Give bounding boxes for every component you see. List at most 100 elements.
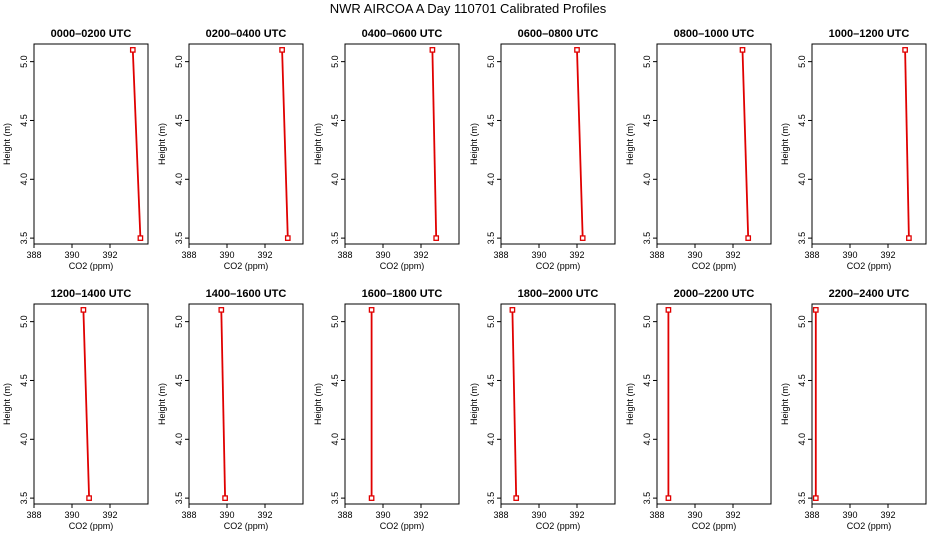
plot-frame: [656, 43, 772, 245]
x-tick-label: 388: [26, 250, 41, 260]
x-tick-label: 392: [725, 510, 740, 520]
x-tick-label: 388: [337, 510, 352, 520]
y-tick-label: 3.5: [797, 492, 807, 505]
data-point: [284, 235, 291, 241]
panel-title: 1000–1200 UTC: [829, 28, 910, 40]
x-tick-label: 392: [880, 250, 895, 260]
y-tick-label: 3.5: [19, 232, 29, 245]
panel-title: 0800–1000 UTC: [674, 28, 755, 40]
y-tick-label: 4.0: [19, 173, 29, 186]
y-tick-label: 4.0: [486, 173, 496, 186]
x-axis-label: CO2 (ppm): [536, 521, 581, 531]
x-tick-label: 388: [181, 510, 196, 520]
data-point: [86, 495, 92, 501]
x-tick-label: 390: [531, 250, 546, 260]
x-tick-label: 388: [649, 510, 664, 520]
x-axis-label: CO2 (ppm): [847, 261, 892, 271]
x-axis-label: CO2 (ppm): [69, 261, 114, 271]
x-tick-label: 388: [181, 250, 196, 260]
x-tick-label: 388: [493, 250, 508, 260]
panel-title: 1200–1400 UTC: [51, 288, 132, 300]
y-tick-label: 5.0: [642, 315, 652, 328]
data-point: [665, 307, 672, 313]
x-tick-label: 390: [375, 510, 390, 520]
data-point: [739, 47, 746, 53]
data-point: [368, 307, 375, 313]
x-tick-label: 392: [880, 510, 895, 520]
plot-frame: [656, 303, 772, 505]
y-tick-label: 5.0: [174, 315, 184, 328]
panel-title: 1800–2000 UTC: [518, 288, 599, 300]
plot-frame: [188, 43, 304, 245]
profile-line: [904, 49, 910, 239]
x-tick-label: 388: [804, 250, 819, 260]
x-axis-label: CO2 (ppm): [692, 521, 737, 531]
panel-title: 1400–1600 UTC: [206, 288, 287, 300]
plot-frame: [33, 303, 149, 505]
plot-frame: [344, 43, 460, 245]
y-tick-label: 4.0: [330, 173, 340, 186]
y-tick-label: 4.5: [486, 114, 496, 127]
y-tick-label: 4.5: [174, 374, 184, 387]
x-tick-label: 392: [102, 250, 117, 260]
plot-frame: [811, 303, 927, 505]
data-point: [218, 307, 225, 313]
profile-line: [511, 309, 518, 499]
x-tick-label: 390: [219, 250, 234, 260]
y-tick-label: 3.5: [642, 232, 652, 245]
data-point: [812, 495, 819, 501]
y-axis-label: Height (m): [157, 383, 167, 425]
x-tick-label: 388: [493, 510, 508, 520]
y-tick-label: 5.0: [486, 55, 496, 68]
x-tick-label: 392: [725, 250, 740, 260]
y-tick-label: 4.5: [174, 114, 184, 127]
y-tick-label: 3.5: [486, 492, 496, 505]
x-tick-label: 390: [842, 510, 857, 520]
y-tick-label: 4.5: [19, 114, 29, 127]
x-tick-label: 390: [375, 250, 390, 260]
y-axis-label: Height (m): [780, 383, 790, 425]
y-tick-label: 5.0: [642, 55, 652, 68]
x-tick-label: 392: [257, 510, 272, 520]
y-tick-label: 4.5: [797, 374, 807, 387]
x-tick-label: 390: [687, 250, 702, 260]
profile-line: [576, 49, 584, 239]
y-tick-label: 4.0: [797, 433, 807, 446]
profile-line: [431, 49, 438, 239]
y-tick-label: 4.5: [642, 374, 652, 387]
data-point: [222, 495, 228, 501]
plot-frame: [344, 303, 460, 505]
panel-title: 0000–0200 UTC: [51, 28, 132, 40]
y-tick-label: 5.0: [174, 55, 184, 68]
data-point: [902, 47, 908, 53]
y-tick-label: 4.0: [19, 433, 29, 446]
y-tick-label: 3.5: [486, 232, 496, 245]
y-tick-label: 3.5: [174, 492, 184, 505]
y-tick-label: 4.5: [19, 374, 29, 387]
data-point: [137, 235, 144, 241]
y-axis-label: Height (m): [469, 123, 479, 165]
panel-title: 2000–2200 UTC: [674, 288, 755, 300]
y-axis-label: Height (m): [2, 383, 12, 425]
x-tick-label: 390: [219, 510, 234, 520]
figure-title: NWR AIRCOA A Day 110701 Calibrated Profi…: [329, 1, 607, 16]
x-axis-label: CO2 (ppm): [224, 521, 269, 531]
panel-title: 1600–1800 UTC: [362, 288, 443, 300]
y-axis-label: Height (m): [780, 123, 790, 165]
y-tick-label: 4.0: [642, 433, 652, 446]
y-tick-label: 5.0: [19, 55, 29, 68]
x-tick-label: 392: [257, 250, 272, 260]
x-tick-label: 390: [842, 250, 857, 260]
x-axis-label: CO2 (ppm): [847, 521, 892, 531]
x-tick-label: 390: [64, 250, 79, 260]
x-tick-label: 392: [569, 510, 584, 520]
data-point: [579, 235, 586, 241]
x-axis-label: CO2 (ppm): [224, 261, 269, 271]
y-tick-label: 3.5: [330, 232, 340, 245]
y-tick-label: 4.0: [797, 173, 807, 186]
x-tick-label: 392: [569, 250, 584, 260]
data-point: [279, 47, 285, 53]
x-tick-label: 388: [26, 510, 41, 520]
y-tick-label: 5.0: [330, 315, 340, 328]
profile-line: [220, 309, 226, 499]
